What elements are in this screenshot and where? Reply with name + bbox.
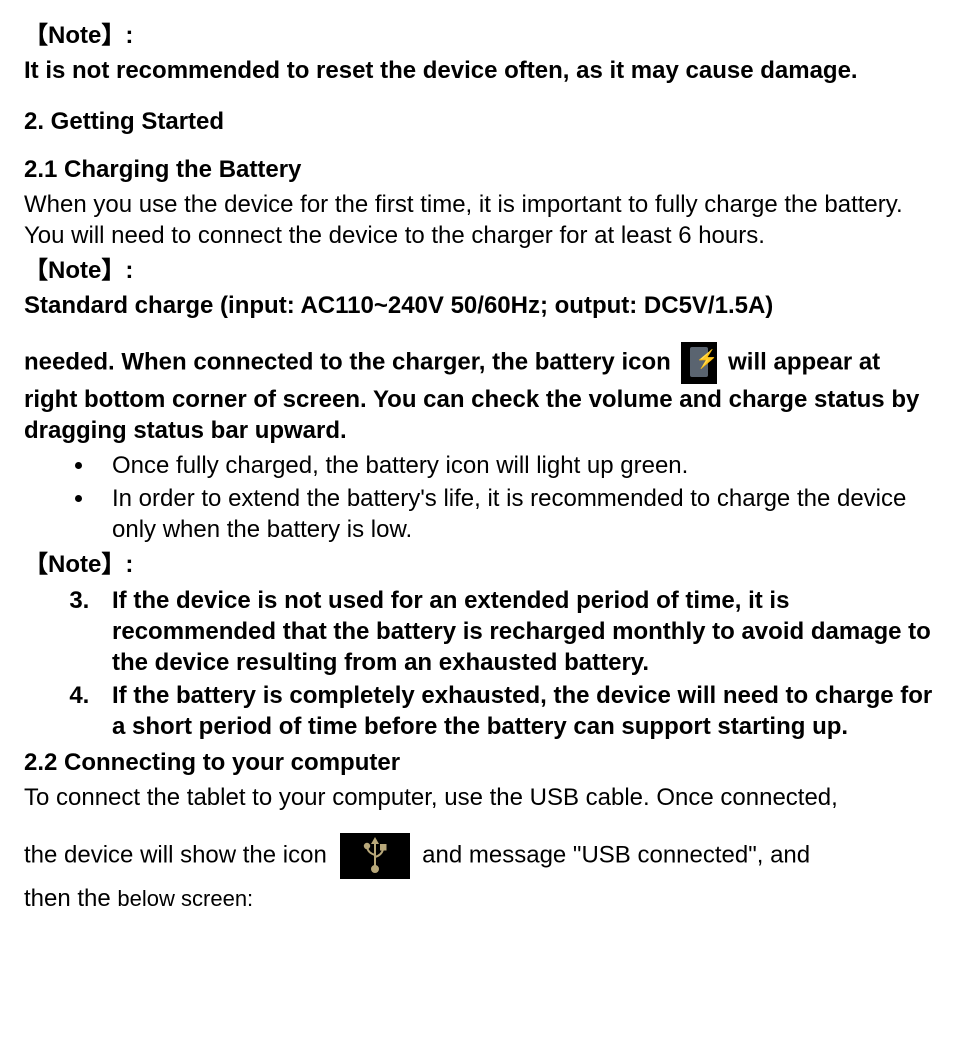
charger-paragraph: needed. When connected to the charger, t… bbox=[24, 342, 936, 446]
section-22-heading-line: 2.2 Connecting to your computer bbox=[24, 747, 936, 778]
charging-bullet-list: Once fully charged, the battery icon wil… bbox=[24, 450, 936, 546]
list-item: Once fully charged, the battery icon wil… bbox=[96, 450, 936, 481]
section-21-heading: 2.1 Charging the Battery bbox=[24, 156, 301, 183]
note-label-1: 【Note】: bbox=[24, 20, 936, 51]
usb-paragraph-2: then the below screen: bbox=[24, 883, 936, 914]
section-22-heading: 2.2 Connecting to your computer bbox=[24, 749, 400, 776]
note-text-1: It is not recommended to reset the devic… bbox=[24, 55, 936, 86]
section-22-body: To connect the tablet to your computer, … bbox=[24, 782, 936, 813]
list-item: In order to extend the battery's life, i… bbox=[96, 483, 936, 545]
usb-text-post2-tail: below screen: bbox=[117, 886, 253, 911]
usb-text-pre: the device will show the icon bbox=[24, 841, 327, 868]
battery-charging-icon: ⚡ bbox=[681, 342, 717, 384]
charger-text-pre: needed. When connected to the charger, t… bbox=[24, 348, 671, 375]
section-21-body: When you use the device for the first ti… bbox=[24, 189, 936, 251]
note-text-2: Standard charge (input: AC110~240V 50/60… bbox=[24, 290, 936, 321]
note-label-2: 【Note】: bbox=[24, 255, 936, 286]
usb-icon bbox=[340, 833, 410, 879]
usb-paragraph: the device will show the icon and messag… bbox=[24, 833, 936, 879]
note-label-3: 【Note】: bbox=[24, 549, 936, 580]
note-numbered-list: If the device is not used for an extende… bbox=[24, 585, 936, 743]
section-21-heading-line: 2.1 Charging the Battery bbox=[24, 154, 936, 185]
usb-text-post2: then the bbox=[24, 885, 117, 912]
list-item: If the battery is completely exhausted, … bbox=[96, 680, 936, 742]
usb-text-post-pre: and message "USB connected", and bbox=[422, 841, 810, 868]
list-item: If the device is not used for an extende… bbox=[96, 585, 936, 679]
section-2-heading: 2. Getting Started bbox=[24, 106, 936, 137]
